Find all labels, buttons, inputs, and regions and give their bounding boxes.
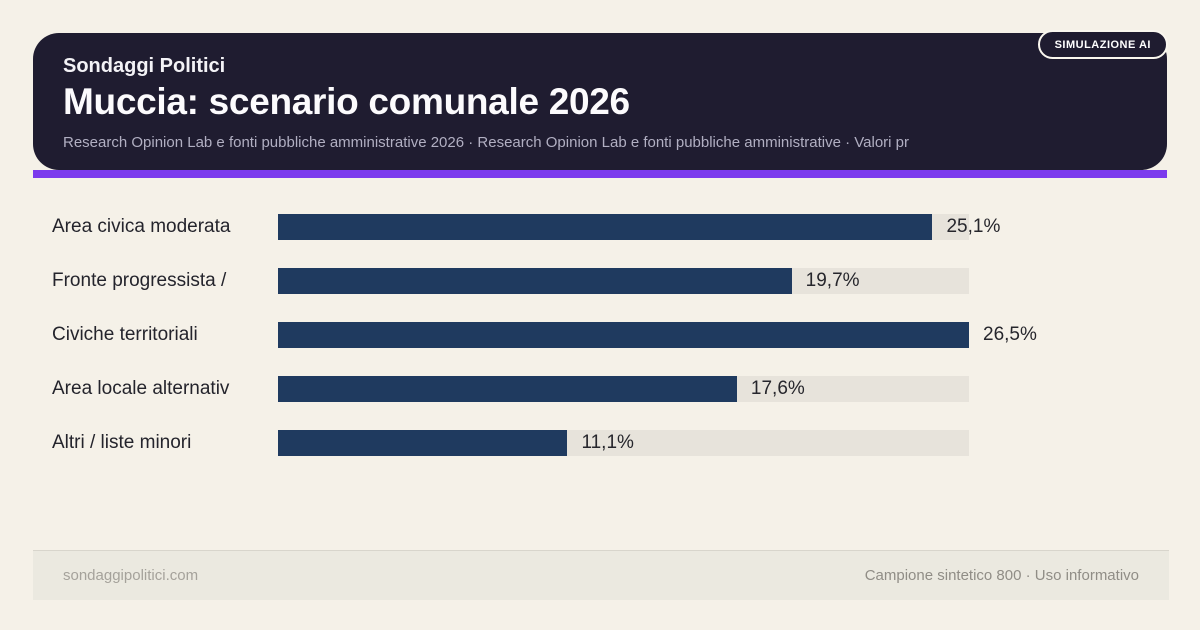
value-label: 26,5% <box>983 324 1037 345</box>
bar-track: 19,7% <box>278 268 969 294</box>
chart-row: Altri / liste minori 11,1% <box>52 430 1162 456</box>
simulation-badge-label: SIMULAZIONE AI <box>1054 38 1151 51</box>
footer-site: sondaggipolitici.com <box>63 567 199 584</box>
value-label: 25,1% <box>946 216 1001 237</box>
simulation-badge: SIMULAZIONE AI <box>1037 30 1168 59</box>
category-label: Civiche territoriali <box>52 324 198 345</box>
page-title: Muccia: scenario comunale 2026 <box>63 81 630 122</box>
category-label: Fronte progressista / <box>52 270 227 291</box>
header-card: Sondaggi Politici Muccia: scenario comun… <box>33 33 1167 170</box>
bar-track: 26,5% <box>278 322 1037 348</box>
bar-fill <box>278 268 792 294</box>
bar-track: 25,1% <box>278 214 1000 240</box>
bar-track: 11,1% <box>278 430 969 456</box>
header-subtitle: Research Opinion Lab e fonti pubbliche a… <box>63 133 909 151</box>
bar-fill <box>278 322 969 348</box>
category-label: Area locale alternativ <box>52 378 230 399</box>
brand-kicker: Sondaggi Politici <box>63 55 226 77</box>
category-label: Altri / liste minori <box>52 432 192 453</box>
footer-bar: sondaggipolitici.com Campione sintetico … <box>33 550 1169 600</box>
chart-row: Fronte progressista / 19,7% <box>52 268 1162 294</box>
chart-row: Area civica moderata 25,1% <box>52 214 1162 240</box>
value-label: 19,7% <box>805 270 860 291</box>
footer-note: Campione sintetico 800 · Uso informativo <box>864 567 1139 584</box>
value-label: 11,1% <box>581 432 634 453</box>
bar-fill <box>278 214 933 240</box>
accent-strip <box>33 170 1167 178</box>
category-label: Area civica moderata <box>52 216 231 237</box>
bar-chart: Area civica moderata 25,1% Fronte progress… <box>52 214 1162 484</box>
bar-fill <box>278 430 568 456</box>
bar-fill <box>278 376 737 402</box>
chart-row: Civiche territoriali 26,5% <box>52 322 1162 348</box>
value-label: 17,6% <box>750 378 805 399</box>
chart-row: Area locale alternativ 17,6% <box>52 376 1162 402</box>
bar-track: 17,6% <box>278 376 969 402</box>
